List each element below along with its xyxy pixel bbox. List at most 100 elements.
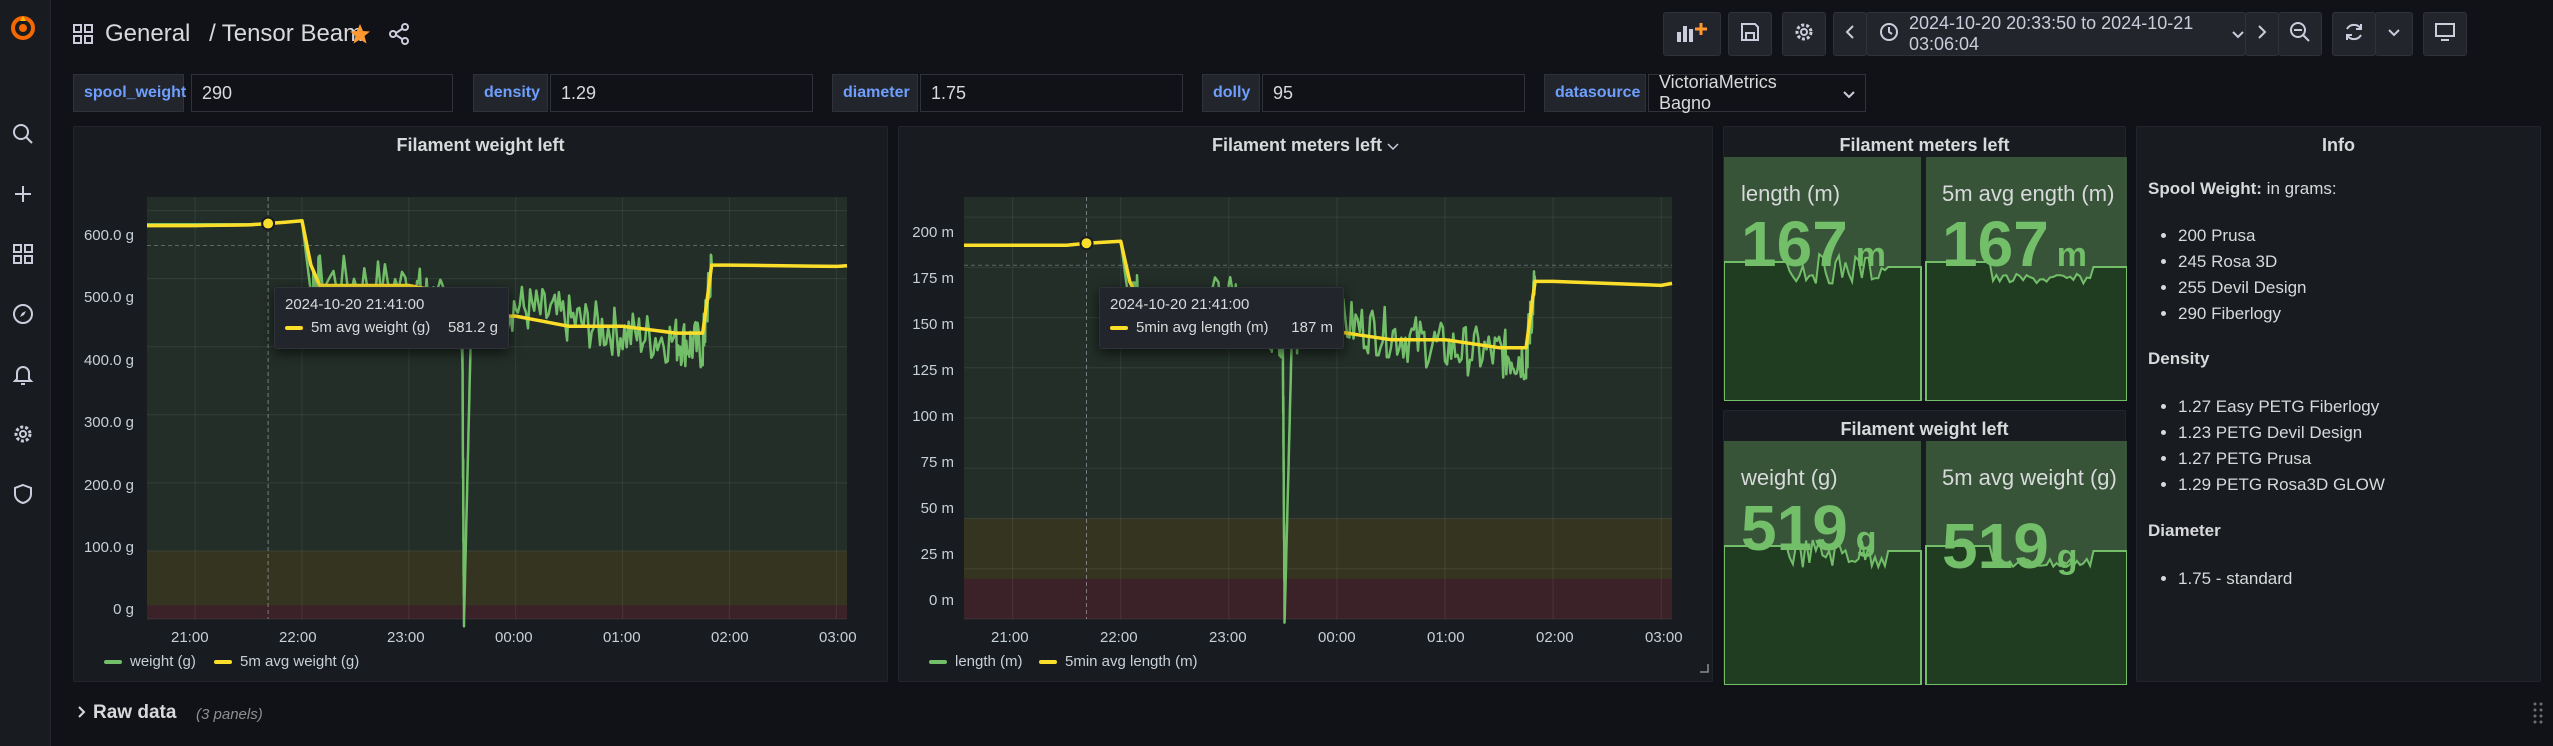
share-icon[interactable]	[387, 22, 411, 51]
legend-swatch	[929, 659, 947, 664]
panel-title[interactable]: Filament weight left	[396, 135, 565, 155]
legend-item-length[interactable]: length (m)	[929, 653, 1023, 670]
var-input-diameter[interactable]: 1.75	[920, 74, 1183, 112]
row-raw-data[interactable]: Raw data (3 panels)	[70, 694, 2550, 734]
panel-title[interactable]: Info	[2322, 135, 2355, 155]
y-tick: 200 m	[912, 224, 954, 241]
stat-sparkline	[1724, 252, 1922, 401]
time-forward-button[interactable]	[2245, 12, 2279, 56]
time-back-button[interactable]	[1833, 12, 1867, 56]
x-tick: 02:00	[711, 629, 749, 646]
gear-icon[interactable]	[7, 418, 39, 450]
plus-icon[interactable]	[7, 178, 39, 210]
stat-number: 167	[1741, 208, 1848, 280]
x-tick: 00:00	[1318, 629, 1356, 646]
list-item: 255 Devil Design	[2178, 275, 2307, 301]
row-title: Raw data	[93, 702, 177, 723]
refresh-button[interactable]	[2332, 12, 2376, 56]
y-tick: 600.0 g	[83, 227, 134, 244]
stat-label: length (m)	[1741, 181, 1841, 206]
grafana-logo-icon[interactable]	[7, 12, 39, 44]
list-item: 1.75 - standard	[2178, 566, 2292, 592]
datasource-value: VictoriaMetrics Bagno	[1659, 72, 1777, 113]
panel-title[interactable]: Filament meters left	[899, 135, 1712, 156]
bell-icon[interactable]	[7, 358, 39, 390]
var-label-density: density	[473, 74, 548, 112]
info-diameter-heading: Diameter	[2148, 521, 2221, 540]
x-tick: 21:00	[171, 629, 209, 646]
legend-label: 5min avg length (m)	[1065, 653, 1198, 670]
stat-label: weight (g)	[1741, 465, 1838, 490]
clock-icon	[1879, 22, 1899, 47]
shield-icon[interactable]	[7, 478, 39, 510]
tooltip-time: 2024-10-20 21:41:00	[1110, 296, 1250, 313]
refresh-interval-button[interactable]	[2375, 12, 2413, 56]
add-panel-button[interactable]	[1663, 12, 1721, 56]
x-tick: 03:00	[1645, 629, 1683, 646]
tooltip-row: 5m avg weight (g) 581.2 g	[285, 319, 498, 336]
zoom-out-button[interactable]	[2278, 12, 2322, 56]
stat-sparklines	[1724, 157, 2127, 401]
compass-icon[interactable]	[7, 298, 39, 330]
panel-title[interactable]: Filament meters left	[1839, 135, 2010, 155]
dashboard-settings-button[interactable]	[1782, 12, 1826, 56]
chevron-down-icon	[1843, 83, 1855, 104]
stat-value: 519 g	[1741, 491, 1877, 565]
y-tick: 300.0 g	[83, 414, 134, 431]
refresh-icon	[2343, 21, 2365, 48]
legend-swatch	[104, 659, 122, 664]
legend-item-avg-weight[interactable]: 5m avg weight (g)	[214, 653, 359, 670]
resize-handle-icon[interactable]	[1699, 660, 1709, 678]
legend-swatch	[1039, 659, 1057, 664]
threshold-band-yellow	[147, 550, 847, 606]
star-icon[interactable]	[348, 22, 372, 51]
breadcrumb-separator: /	[209, 20, 216, 47]
y-tick: 50 m	[920, 500, 954, 517]
var-input-dolly[interactable]: 95	[1262, 74, 1525, 112]
chevron-left-icon	[1844, 24, 1856, 45]
chevron-right-icon	[77, 705, 87, 724]
hover-point	[1079, 236, 1094, 251]
time-range-picker[interactable]: 2024-10-20 20:33:50 to 2024-10-21 03:06:…	[1866, 12, 2246, 56]
legend-label: length (m)	[955, 653, 1023, 670]
legend-item-weight[interactable]: weight (g)	[104, 653, 196, 670]
stat-label: 5m avg weight (g)	[1942, 465, 2117, 490]
y-tick: 200.0 g	[83, 477, 134, 494]
view-mode-button[interactable]	[2423, 12, 2467, 56]
tooltip-value: 581.2 g	[447, 319, 498, 336]
stat-value: 519 g	[1942, 509, 2078, 583]
var-select-datasource[interactable]: VictoriaMetrics Bagno	[1648, 72, 1866, 113]
tooltip-swatch	[285, 325, 303, 330]
stat-sparklines	[1724, 441, 2127, 685]
tooltip-series: 5min avg length (m)	[1136, 319, 1269, 336]
y-tick: 0 g	[113, 601, 134, 618]
x-tick: 01:00	[603, 629, 641, 646]
info-diameter-list: 1.75 - standard	[2148, 566, 2292, 592]
var-input-spool-weight[interactable]: 290	[191, 74, 453, 112]
drag-handle-icon[interactable]	[2532, 700, 2544, 731]
search-icon[interactable]	[7, 118, 39, 150]
x-tick: 00:00	[495, 629, 533, 646]
breadcrumb-folder[interactable]: General	[105, 20, 191, 47]
chevron-down-icon	[2231, 24, 2245, 45]
y-tick: 100.0 g	[83, 539, 134, 556]
legend-label: weight (g)	[130, 653, 196, 670]
save-dashboard-button[interactable]	[1728, 12, 1772, 56]
sidebar	[0, 0, 51, 746]
list-item: 245 Rosa 3D	[2178, 249, 2307, 275]
chart-tooltip: 2024-10-20 21:41:00 5min avg length (m) …	[1099, 287, 1344, 349]
dashboards-grid-icon[interactable]	[73, 24, 93, 49]
dashboard-title[interactable]: Tensor Beam	[221, 20, 364, 47]
weight-chart[interactable]	[74, 127, 889, 683]
y-tick: 175 m	[912, 270, 954, 287]
var-label-diameter: diameter	[832, 74, 918, 112]
meters-chart[interactable]	[899, 127, 1714, 683]
legend-item-avg-length[interactable]: 5min avg length (m)	[1039, 653, 1198, 670]
tooltip-row: 5min avg length (m) 187 m	[1110, 319, 1333, 336]
panel-weight-stat: Filament weight left weight (g) 519 g 5m …	[1723, 410, 2127, 685]
panel-title[interactable]: Filament weight left	[1840, 419, 2009, 439]
dashboards-icon[interactable]	[7, 238, 39, 270]
var-input-density[interactable]: 1.29	[550, 74, 813, 112]
stat-value: 167 m	[1741, 207, 1886, 281]
y-tick: 0 m	[928, 592, 954, 609]
